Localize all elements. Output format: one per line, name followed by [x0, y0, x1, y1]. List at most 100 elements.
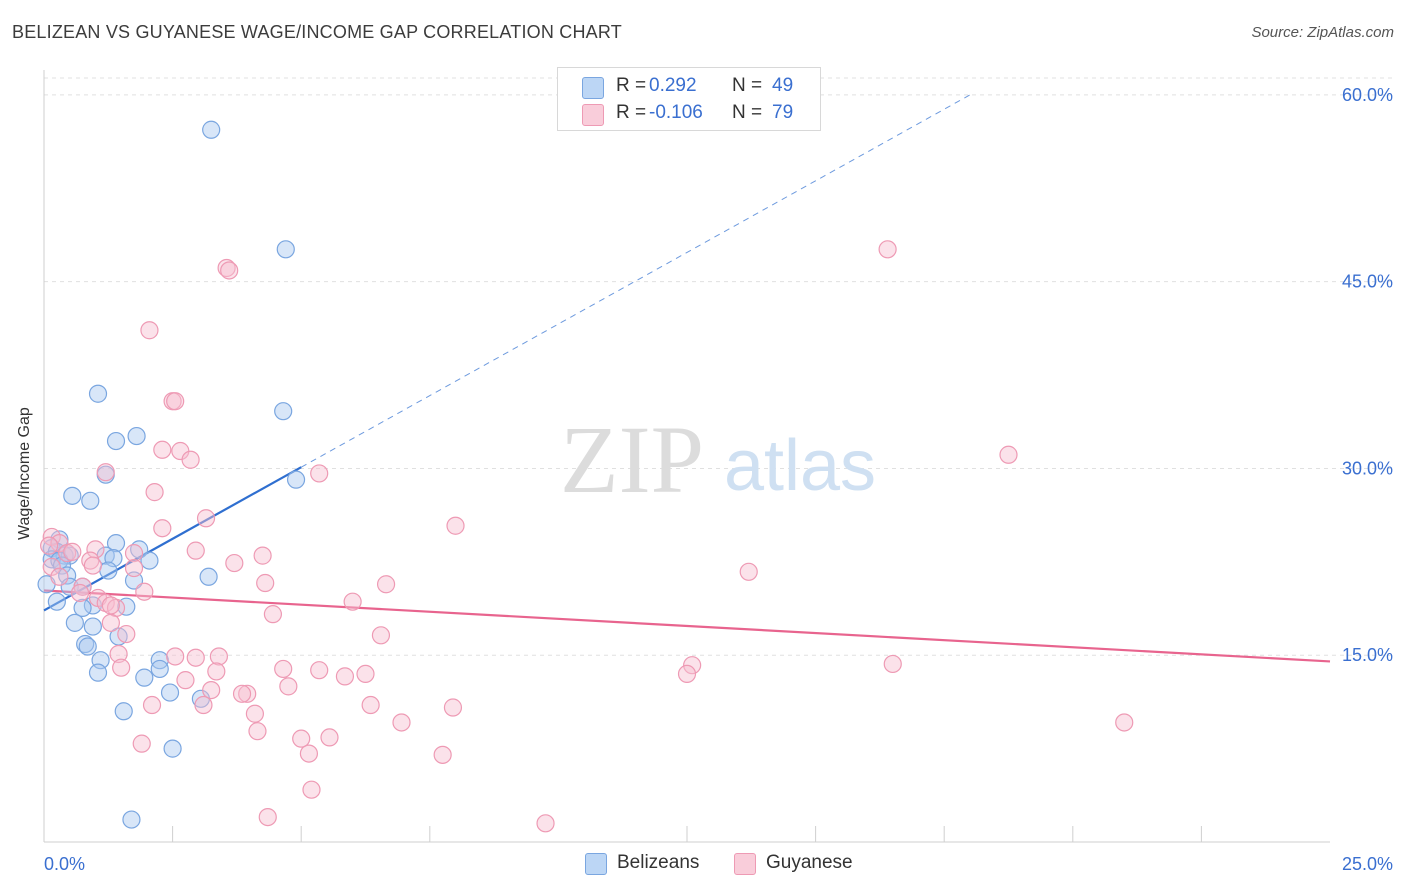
guyanese-point	[361, 695, 380, 715]
guyanese-point	[83, 556, 102, 575]
guyanese-point	[50, 567, 69, 586]
legend-label: Belizeans	[617, 852, 700, 873]
guyanese-point	[335, 667, 355, 686]
guyanese-point	[142, 695, 162, 715]
guyanese-point	[186, 541, 205, 560]
guyanese-point	[181, 450, 200, 469]
belizeans-point	[150, 659, 169, 679]
series-legend: Belizeans Guyanese	[0, 852, 1406, 878]
belizeans-point	[106, 534, 126, 553]
guyanese-point	[677, 664, 697, 684]
guyanese-point	[112, 658, 131, 677]
r-value: 0.292	[649, 75, 697, 96]
guyanese-point	[883, 654, 902, 674]
guyanese-point	[117, 624, 136, 644]
guyanese-point	[207, 662, 226, 681]
guyanese-point	[140, 321, 159, 340]
guyanese-point	[70, 583, 90, 603]
guyanese-point	[253, 546, 272, 565]
guyanese-point	[258, 807, 277, 827]
guyanese-point	[232, 684, 252, 703]
belizeans-point	[140, 551, 159, 570]
axes	[43, 70, 1330, 843]
guyanese-point	[376, 575, 396, 594]
y-tick-label: 60.0%	[1342, 85, 1393, 105]
y-tick-label: 45.0%	[1342, 272, 1393, 292]
guyanese-point	[248, 722, 267, 741]
belizeans-point	[163, 739, 182, 758]
guyanese-point	[343, 592, 362, 611]
guyanese-swatch	[734, 853, 756, 875]
guyanese-point	[1115, 713, 1134, 732]
correlation-legend: R = 0.292 N = 49 R = -0.106 N = 79	[557, 67, 821, 131]
x-tick-label: 0.0%	[44, 854, 85, 874]
guyanese-point	[101, 596, 120, 615]
guyanese-point	[166, 392, 185, 411]
watermark-atlas: atlas	[724, 426, 876, 506]
n-label: N =	[732, 102, 763, 123]
belizeans-point	[76, 634, 95, 654]
data-points	[37, 120, 1134, 833]
r-value: -0.106	[649, 102, 703, 123]
belizeans-point	[160, 683, 180, 702]
legend-label: Guyanese	[766, 852, 853, 873]
guyanese-point	[124, 558, 144, 578]
guyanese-point	[310, 661, 329, 680]
belizeans-point	[58, 566, 77, 585]
guyanese-point	[292, 729, 311, 748]
belizeans-point	[88, 663, 108, 682]
guyanese-point	[999, 445, 1018, 464]
guyanese-point	[310, 464, 329, 483]
r-label: R =	[616, 102, 647, 123]
source-credit: Source: ZipAtlas.com	[1251, 24, 1394, 41]
guyanese-point	[145, 483, 164, 502]
guyanese-point	[132, 734, 151, 753]
y-tick-label: 15.0%	[1342, 645, 1393, 665]
guyanese-point	[238, 684, 257, 703]
guyanese-point	[153, 440, 172, 459]
guyanese-point	[256, 573, 275, 593]
guyanese-swatch	[582, 104, 604, 126]
guyanese-point	[536, 814, 555, 833]
guyanese-point	[299, 744, 319, 763]
guyanese-point	[81, 551, 100, 570]
guyanese-point	[433, 745, 452, 764]
belizeans-point	[106, 431, 126, 451]
belizeans-point	[202, 120, 221, 139]
guyanese-point	[166, 647, 185, 666]
belizeans-point	[88, 384, 108, 403]
belizeans-point	[274, 402, 293, 421]
belizeans-point	[83, 617, 102, 636]
guyanese-point	[217, 258, 236, 278]
guyanese-point	[274, 659, 293, 679]
guyanese-point	[371, 626, 391, 645]
guyanese-point	[194, 695, 213, 715]
guyanese-point	[124, 544, 144, 563]
guyanese-point	[109, 644, 128, 664]
guyanese-point	[42, 557, 61, 576]
guyanese-point	[739, 562, 758, 581]
watermark-zip: ZIP	[560, 406, 704, 513]
belizeans-point	[135, 668, 154, 687]
belizeans-point	[42, 550, 61, 569]
x-tick-label: 25.0%	[1342, 854, 1393, 874]
chart-title: BELIZEAN VS GUYANESE WAGE/INCOME GAP COR…	[12, 22, 622, 42]
guyanese-point	[220, 261, 239, 280]
belizeans-point	[73, 598, 92, 618]
belizeans-point	[124, 571, 144, 590]
belizeans-point	[63, 486, 82, 505]
n-value: 79	[772, 102, 794, 123]
n-label: N =	[732, 75, 763, 96]
belizeans-point	[99, 561, 118, 580]
belizeans-point	[122, 810, 141, 829]
guyanese-point	[209, 647, 228, 666]
belizeans-point	[286, 470, 306, 489]
guyanese-trend-line	[43, 589, 1331, 663]
belizeans-swatch	[585, 853, 607, 875]
belizeans-trend-line	[43, 466, 302, 612]
guyanese-point	[302, 780, 321, 799]
belizeans-swatch	[582, 77, 604, 99]
belizeans-point	[65, 613, 84, 632]
guyanese-point	[878, 240, 897, 259]
